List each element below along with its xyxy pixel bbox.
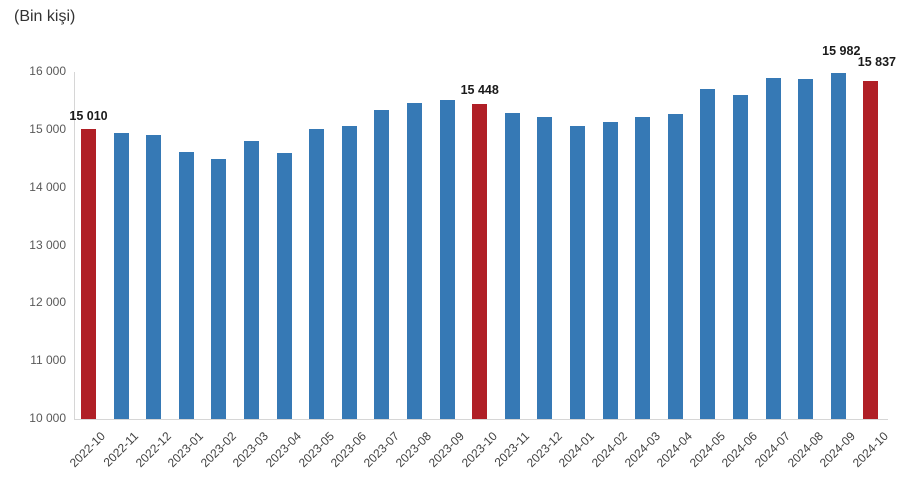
x-tick-label: 2024-01: [556, 429, 598, 471]
bar-2023-07: [374, 109, 390, 419]
y-tick-label: 12 000: [29, 295, 66, 310]
y-tick-label: 10 000: [29, 411, 66, 425]
x-tick-label: 2023-04: [262, 429, 305, 471]
x-tick-label: 2022-10: [67, 429, 109, 471]
x-tick-label: 2023-03: [230, 429, 272, 471]
x-tick-label: 2024-04: [654, 429, 696, 471]
bar-2022-12: [146, 135, 162, 419]
bar-2024-08: [798, 78, 814, 419]
x-tick-label: 2024-02: [588, 429, 631, 471]
bar-2024-01: [570, 125, 585, 419]
y-tick-label: 15 000: [29, 121, 66, 136]
bar-2024-02: [602, 122, 618, 419]
bar-2023-02: [211, 159, 227, 419]
bar-2024-07: [765, 77, 781, 419]
x-tick-label: 2022-12: [132, 429, 174, 471]
bar-2023-04: [276, 153, 292, 419]
x-tick-label: 2024-07: [751, 429, 794, 471]
bar-2024-04: [667, 113, 683, 419]
x-tick-label: 2022-11: [100, 429, 142, 470]
x-tick-label: 2023-05: [295, 429, 337, 471]
x-tick-label: 2023-06: [328, 429, 370, 471]
bar-2023-01: [178, 152, 194, 419]
bar-2024-05: [700, 89, 716, 419]
x-tick-label: 2024-03: [621, 429, 663, 471]
x-tick-label: 2024-06: [719, 429, 761, 471]
bar-2023-10: [472, 103, 488, 419]
bar-2023-12: [537, 116, 553, 419]
x-tick-label: 2023-09: [425, 429, 468, 471]
bar-2024-03: [635, 116, 651, 419]
x-tick-label: 2024-09: [817, 429, 859, 471]
bar-2024-09: [830, 73, 846, 419]
y-tick-label: 11 000: [30, 353, 66, 368]
bar-2022-11: [113, 133, 129, 419]
x-tick-label: 2023-01: [165, 429, 207, 471]
bar-2023-11: [504, 113, 520, 419]
y-tick-label: 13 000: [29, 237, 66, 252]
y-axis-line: [74, 72, 75, 420]
y-tick-label: 16 000: [29, 64, 66, 78]
x-tick-label: 2024-10: [849, 429, 891, 471]
bar-value-label: 15 448: [460, 82, 499, 97]
y-tick-label: 14 000: [29, 179, 66, 194]
x-tick-label: 2024-08: [784, 429, 826, 471]
y-axis-unit-label: (Bin kişi): [14, 8, 76, 25]
bar-2024-06: [733, 95, 748, 419]
x-tick-label: 2023-08: [393, 429, 435, 471]
bar-value-label: 15 982: [822, 44, 861, 58]
bar-2022-10: [81, 129, 96, 419]
x-tick-label: 2023-10: [458, 429, 500, 471]
bar-2023-09: [439, 99, 455, 419]
bar-2023-03: [244, 140, 259, 419]
bar-2023-08: [407, 103, 422, 419]
bar-2023-05: [309, 128, 325, 419]
bar-value-label: 15 837: [857, 55, 897, 70]
bar-2023-06: [341, 125, 357, 419]
bar-2024-10: [863, 81, 879, 419]
x-axis-line: [74, 419, 888, 420]
bar-value-label: 15 010: [69, 109, 108, 124]
